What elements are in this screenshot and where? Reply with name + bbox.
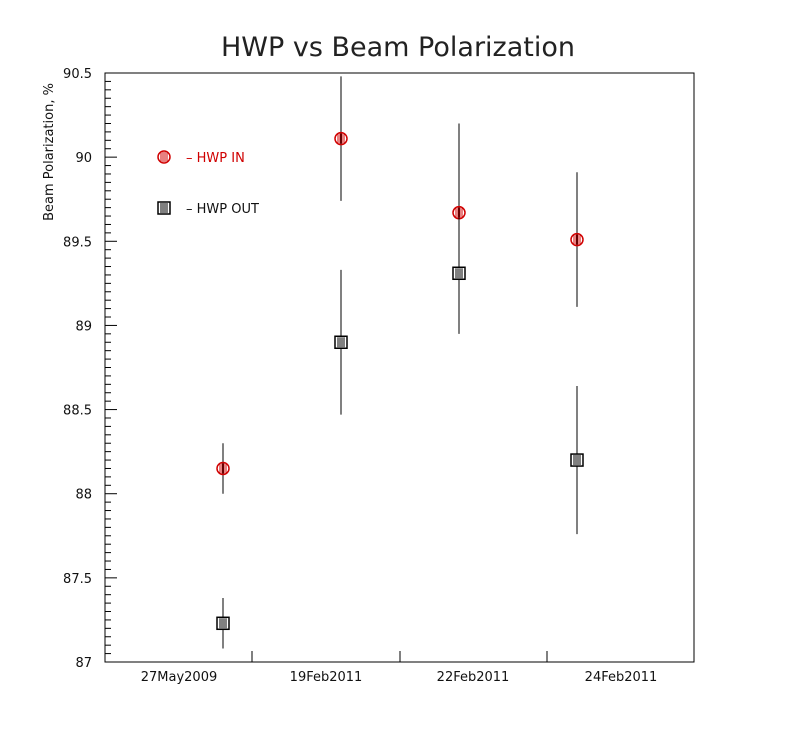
marker-outline bbox=[216, 461, 230, 476]
hwp-out-point bbox=[570, 386, 584, 535]
square-marker bbox=[452, 266, 466, 281]
x-tick-label: 27May2009 bbox=[141, 670, 218, 685]
legend-circle-marker bbox=[157, 150, 171, 164]
marker-outline bbox=[157, 201, 171, 215]
legend-square-marker bbox=[157, 201, 171, 215]
y-tick-label: 89.5 bbox=[63, 235, 92, 250]
x-tick-labels: 27May2009 19Feb2011 22Feb2011 24Feb2011 bbox=[141, 670, 658, 685]
circle-marker bbox=[216, 461, 230, 476]
square-marker bbox=[334, 335, 348, 350]
y-tick-label: 88.5 bbox=[63, 404, 92, 419]
x-tick-label: 19Feb2011 bbox=[290, 670, 363, 685]
marker-outline bbox=[570, 232, 584, 247]
y-tick-label: 89 bbox=[75, 319, 92, 334]
hwp-out-point bbox=[216, 598, 230, 649]
legend-hwp-in-label: – HWP IN bbox=[186, 151, 245, 166]
axis-ticks bbox=[105, 72, 548, 663]
legend: – HWP IN – HWP OUT bbox=[157, 150, 259, 217]
y-tick-label: 87 bbox=[75, 656, 92, 671]
hwp-out-point bbox=[452, 212, 466, 334]
y-tick-labels: 87 87.5 88 88.5 89 89.5 90 90.5 bbox=[63, 67, 92, 671]
y-tick-label: 90.5 bbox=[63, 67, 92, 82]
y-tick-label: 88 bbox=[75, 488, 92, 503]
marker-outline bbox=[452, 266, 466, 281]
circle-marker bbox=[570, 232, 584, 247]
hwp-in-point bbox=[570, 172, 584, 307]
marker-outline bbox=[157, 150, 171, 164]
square-marker bbox=[216, 616, 230, 631]
legend-hwp-out-marker bbox=[157, 201, 171, 215]
marker-outline bbox=[334, 335, 348, 350]
x-tick-label: 24Feb2011 bbox=[585, 670, 658, 685]
hwp-in-point bbox=[216, 443, 230, 494]
hwp-in-point bbox=[334, 76, 348, 201]
y-tick-label: 90 bbox=[75, 151, 92, 166]
y-tick-label: 87.5 bbox=[63, 572, 92, 587]
circle-marker bbox=[334, 131, 348, 146]
data-marks bbox=[216, 76, 584, 649]
marker-outline bbox=[570, 453, 584, 467]
hwp-out-point bbox=[334, 269, 348, 415]
y-axis-label: Beam Polarization, % bbox=[42, 83, 57, 221]
marker-outline bbox=[216, 616, 230, 631]
x-tick-label: 22Feb2011 bbox=[437, 670, 510, 685]
marker-outline bbox=[334, 131, 348, 146]
square-marker bbox=[570, 453, 584, 467]
legend-hwp-out-label: – HWP OUT bbox=[186, 202, 259, 217]
legend-hwp-in-marker bbox=[157, 150, 171, 164]
chart-title: HWP vs Beam Polarization bbox=[221, 32, 575, 63]
